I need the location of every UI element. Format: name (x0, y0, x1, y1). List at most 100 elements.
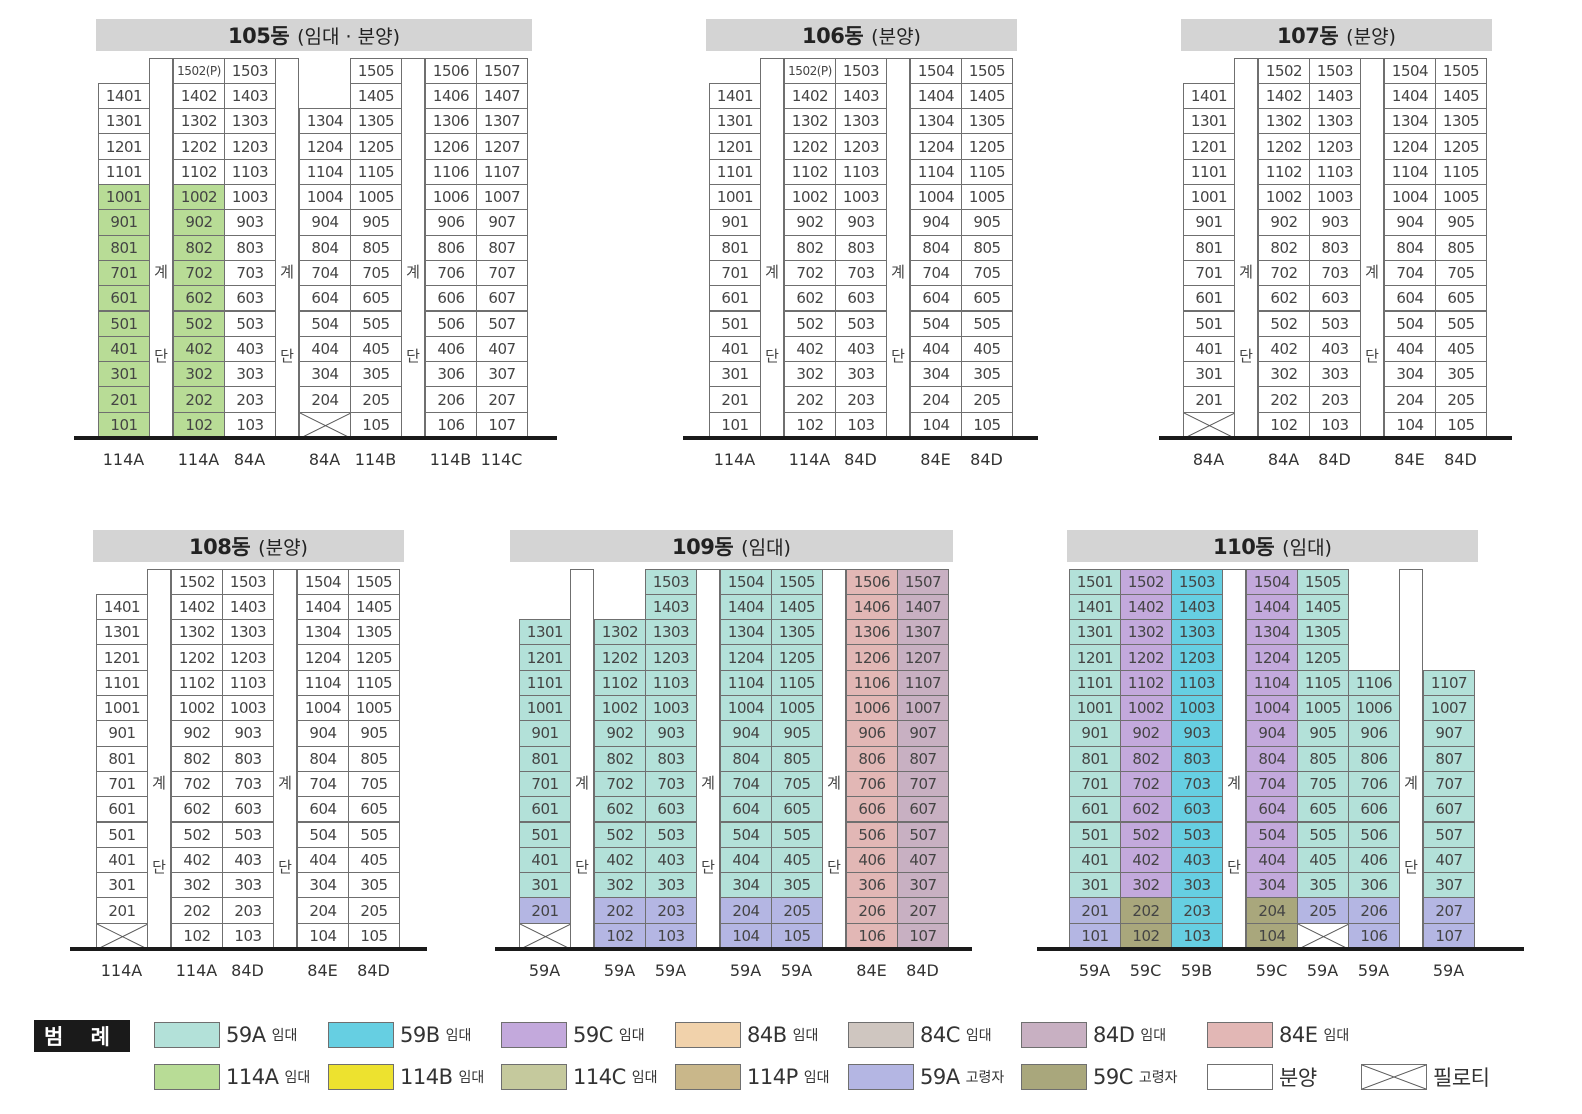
unit-cell: 806 (1348, 745, 1400, 772)
legend-item: 114P 임대 (675, 1063, 830, 1091)
unit-cell: 502 (594, 821, 646, 848)
unit-cell: 1401 (1069, 593, 1121, 621)
pilotis-cross-icon (1184, 412, 1235, 438)
unit-cell: 205 (350, 386, 402, 413)
unit-cell: 1502(P) (784, 57, 836, 84)
stair-label-bottom: 단 (827, 857, 841, 876)
unit-cell: 1005 (350, 184, 402, 211)
unit-cell: 1002 (1120, 695, 1172, 722)
unit-cell: 803 (645, 745, 697, 772)
unit-cell: 605 (961, 285, 1013, 312)
unit-cell: 1201 (1183, 133, 1235, 160)
legend-swatch (154, 1064, 220, 1090)
unit-cell: 1505 (1297, 568, 1349, 595)
unit-cell: 202 (171, 897, 223, 924)
building-number: 109동 (672, 535, 734, 559)
unit-cell: 1202 (171, 644, 223, 671)
unit-cell: 404 (297, 846, 349, 874)
unit-cell: 1004 (1246, 695, 1298, 722)
unit-cell: 304 (720, 872, 772, 899)
unit-type-label: 84D (1444, 450, 1477, 469)
unit-cell: 405 (348, 846, 400, 874)
unit-cell: 902 (594, 720, 646, 747)
unit-cell: 201 (98, 386, 150, 413)
legend-subtype: 임대 (618, 1028, 645, 1044)
unit-cell: 1306 (425, 108, 477, 135)
unit-cell: 1004 (910, 184, 962, 211)
unit-type-label: 114A (788, 450, 831, 469)
unit-cell: 1205 (771, 644, 823, 671)
unit-cell: 1305 (771, 619, 823, 646)
unit-type-label: 114A (100, 961, 143, 980)
unit-cell: 507 (897, 821, 949, 848)
unit-cell: 802 (784, 234, 836, 261)
unit-cell: 1405 (1297, 593, 1349, 621)
unit-cell: 505 (771, 821, 823, 848)
legend-subtype: 임대 (1140, 1028, 1167, 1044)
unit-cell: 802 (1258, 234, 1310, 261)
building-title: 107동 (분양) (1181, 19, 1492, 51)
stair-label-top: 계 (1365, 263, 1379, 282)
unit-cell: 101 (1069, 922, 1121, 949)
stair-label-top: 계 (827, 774, 841, 793)
unit-cell: 301 (98, 361, 150, 388)
unit-cell: 905 (350, 209, 402, 236)
unit-cell: 406 (1348, 846, 1400, 874)
unit-cell: 807 (897, 745, 949, 772)
unit-cell: 505 (1435, 310, 1487, 337)
unit-cell: 1204 (1246, 644, 1298, 671)
legend-item: 59C 임대 (501, 1021, 645, 1049)
pilotis-cross-icon (300, 412, 351, 438)
unit-cell: 1106 (1348, 669, 1400, 696)
unit-cell: 301 (96, 872, 148, 899)
unit-cell: 1301 (96, 619, 148, 646)
unit-cell: 701 (98, 259, 150, 287)
legend-type: 분양 (1279, 1066, 1317, 1090)
unit-cell: 507 (1423, 821, 1475, 848)
unit-cell: 302 (1258, 361, 1310, 388)
unit-cell: 506 (846, 821, 898, 848)
stair-label-bottom: 단 (1365, 346, 1379, 365)
unit-type-label: 114A (177, 450, 220, 469)
legend-subtype: 고령자 (1138, 1070, 1178, 1086)
unit-cell: 904 (1384, 209, 1436, 236)
unit-cell: 1304 (910, 108, 962, 135)
legend-type: 59A (920, 1065, 960, 1089)
unit-cell: 1006 (846, 695, 898, 722)
unit-cell: 1307 (897, 619, 949, 646)
legend-type: 84D (1093, 1023, 1135, 1047)
unit-cell: 1104 (297, 669, 349, 696)
pilotis-cell (96, 922, 148, 949)
unit-cell: 1103 (224, 158, 276, 185)
unit-cell: 601 (1183, 285, 1235, 312)
unit-cell: 1201 (98, 133, 150, 160)
unit-cell: 501 (96, 821, 148, 848)
unit-cell: 903 (222, 720, 274, 747)
unit-cell: 1102 (784, 158, 836, 185)
unit-cell: 1405 (771, 593, 823, 621)
unit-cell: 503 (1309, 310, 1361, 337)
unit-cell: 1001 (1183, 184, 1235, 211)
unit-cell: 703 (1309, 259, 1361, 287)
unit-cell: 703 (835, 259, 887, 287)
pilotis-cross-icon (1298, 923, 1349, 949)
unit-cell: 802 (173, 234, 225, 261)
legend-swatch (675, 1064, 741, 1090)
unit-cell: 406 (425, 335, 477, 363)
unit-cell: 302 (594, 872, 646, 899)
unit-cell: 401 (709, 335, 761, 363)
pilotis-cross-icon (1362, 1065, 1426, 1089)
legend-subtype: 임대 (1323, 1028, 1350, 1044)
unit-type-label: 114A (713, 450, 756, 469)
unit-cell: 207 (897, 897, 949, 924)
unit-cell: 502 (171, 821, 223, 848)
building-number: 110동 (1213, 535, 1275, 559)
building-title: 105동 (임대 · 분양) (96, 19, 532, 51)
unit-cell: 702 (784, 259, 836, 287)
unit-cell: 1201 (1069, 644, 1121, 671)
legend-subtype: 임대 (965, 1028, 992, 1044)
unit-cell: 306 (425, 361, 477, 388)
unit-type-label: 114A (102, 450, 145, 469)
unit-cell: 1404 (1384, 82, 1436, 110)
